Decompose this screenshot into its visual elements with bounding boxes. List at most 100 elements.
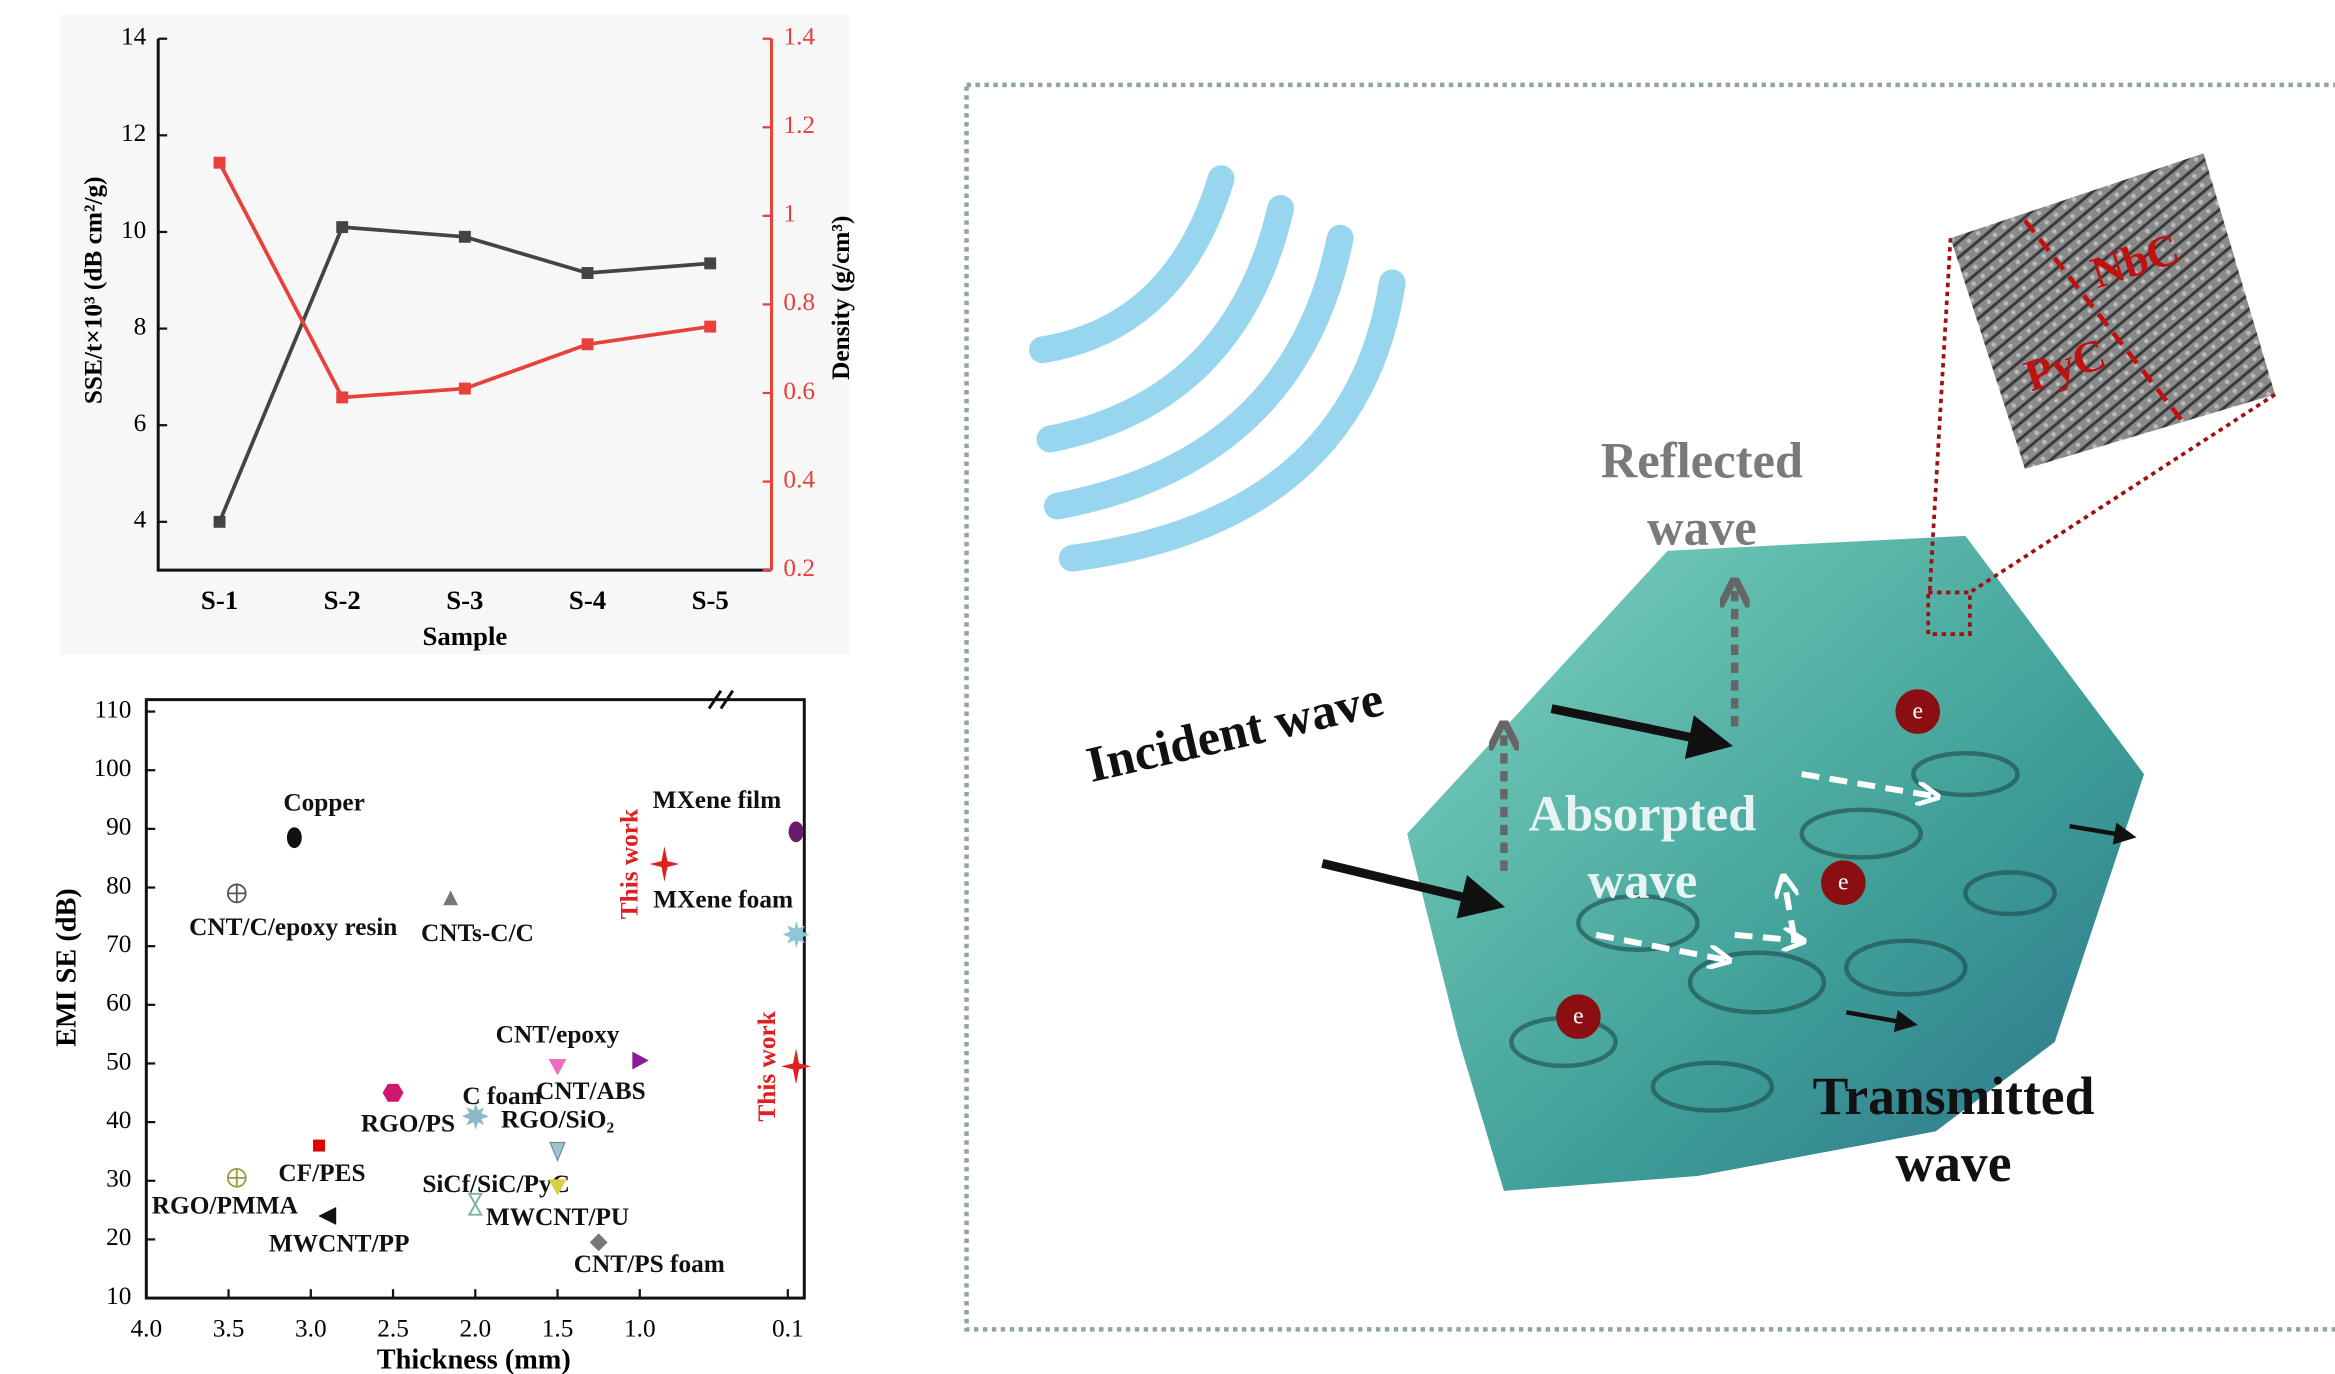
- y-tick-label: 40: [106, 1106, 131, 1134]
- marker: [550, 1143, 565, 1161]
- point-label: Copper: [283, 789, 365, 817]
- point-label: MWCNT/PU: [486, 1203, 629, 1231]
- marker: [650, 846, 680, 882]
- point-label: This work: [616, 808, 644, 919]
- x-axis-label: Thickness (mm): [377, 1345, 571, 1374]
- point-label: SiCf/SiC/PyC: [422, 1170, 570, 1198]
- marker: [228, 1169, 246, 1187]
- marker: [313, 1140, 325, 1152]
- y2-tick-label: 0.6: [783, 377, 815, 405]
- marker: [318, 1207, 336, 1225]
- data-point: [549, 1059, 567, 1075]
- data-point: [228, 1169, 246, 1187]
- transmitted-label: wave: [1895, 1133, 2011, 1193]
- data-point: [704, 321, 716, 333]
- data-point: [318, 1207, 336, 1225]
- y-tick-label: 30: [106, 1165, 131, 1193]
- y-tick-label: 110: [94, 695, 131, 723]
- y-tick-label: 4: [134, 506, 147, 534]
- x-tick-label: S-4: [569, 585, 606, 615]
- marker: [228, 884, 246, 902]
- marker: [789, 821, 804, 842]
- y-axis-label: SSE/t×10³ (dB cm²/g): [80, 176, 108, 404]
- data-point: [313, 1140, 325, 1152]
- y-tick-label: 90: [106, 813, 131, 841]
- data-point: [590, 1233, 608, 1251]
- y-tick-label: 10: [106, 1282, 131, 1310]
- marker: [590, 1233, 608, 1251]
- data-point: [632, 1052, 648, 1070]
- y2-tick-label: 1: [783, 200, 796, 228]
- y2-tick-label: 1.4: [783, 23, 815, 51]
- data-point: [650, 846, 680, 882]
- x-tick-label: 1.0: [624, 1315, 656, 1343]
- y-tick-label: 60: [106, 989, 131, 1017]
- electron-label: e: [1838, 870, 1849, 896]
- y-tick-label: 12: [121, 119, 146, 147]
- data-point: [459, 231, 471, 243]
- y-tick-label: 14: [121, 23, 147, 51]
- electron-label: e: [1912, 699, 1923, 725]
- reflected-label: wave: [1647, 500, 1757, 556]
- absorbed-label: wave: [1588, 852, 1698, 908]
- point-label: MXene film: [653, 786, 782, 814]
- plot-bg: [60, 15, 849, 655]
- data-point: [214, 516, 226, 528]
- marker: [443, 890, 458, 905]
- y-tick-label: 70: [106, 930, 131, 958]
- data-point: [287, 827, 302, 848]
- page: Incident wave Reflected wave Absorpted w…: [0, 0, 2335, 1374]
- y-tick-label: 50: [106, 1047, 131, 1075]
- reflected-label: Reflected: [1601, 433, 1803, 489]
- y2-tick-label: 0.8: [783, 288, 815, 316]
- marker: [781, 1049, 811, 1085]
- y-tick-label: 10: [121, 216, 146, 244]
- x-tick-label: 1.5: [542, 1315, 574, 1343]
- marker: [549, 1059, 567, 1075]
- data-point: [582, 338, 594, 350]
- point-label: RGO/PMMA: [152, 1191, 299, 1219]
- marker: [383, 1084, 404, 1102]
- data-point: [443, 890, 458, 905]
- x-axis-label: Sample: [422, 621, 507, 651]
- x-tick-label: 2.0: [459, 1315, 491, 1343]
- x-tick-label: S-1: [201, 585, 238, 615]
- data-point: [228, 884, 246, 902]
- y-tick-label: 6: [134, 409, 147, 437]
- data-point: [336, 391, 348, 403]
- x-tick-label: 3.5: [213, 1315, 245, 1343]
- y-tick-label: 100: [93, 754, 131, 782]
- point-label: This work: [753, 1010, 781, 1121]
- data-point: [550, 1143, 565, 1161]
- data-point: [459, 383, 471, 395]
- point-label: MWCNT/PP: [269, 1230, 410, 1258]
- data-point: [383, 1084, 404, 1102]
- data-point: [704, 257, 716, 269]
- diagram: Incident wave Reflected wave Absorpted w…: [967, 85, 2335, 1329]
- x-tick-label: 3.0: [295, 1315, 327, 1343]
- point-label: CNT/PS foam: [574, 1250, 725, 1278]
- figure: Incident wave Reflected wave Absorpted w…: [0, 0, 2335, 1374]
- point-label: RGO/PS: [361, 1109, 455, 1137]
- point-label: CNT/epoxy: [496, 1020, 620, 1048]
- point-label: CNT/C/epoxy resin: [189, 913, 397, 941]
- x-tick-label: 4.0: [130, 1315, 162, 1343]
- point-label: MXene foam: [653, 886, 793, 914]
- waves: [1042, 179, 1392, 559]
- absorbed-label: Absorpted: [1528, 785, 1756, 841]
- y-axis-label: EMI SE (dB): [51, 888, 82, 1047]
- data-point: [582, 267, 594, 279]
- marker: [632, 1052, 648, 1070]
- y2-axis-label: Density (g/cm³): [827, 216, 855, 380]
- point-label: CNT/ABS: [536, 1077, 646, 1105]
- y-tick-label: 20: [106, 1223, 131, 1251]
- x-tick-label: 2.5: [377, 1315, 409, 1343]
- point-label: RGO/SiO₂: [501, 1105, 614, 1133]
- electron-label: e: [1573, 1004, 1584, 1030]
- marker: [287, 827, 302, 848]
- x-tick-label: 0.1: [772, 1315, 804, 1343]
- x-tick-label: S-5: [692, 585, 729, 615]
- data-point: [789, 821, 804, 842]
- y2-tick-label: 0.4: [783, 465, 815, 493]
- y-tick-label: 8: [134, 312, 147, 340]
